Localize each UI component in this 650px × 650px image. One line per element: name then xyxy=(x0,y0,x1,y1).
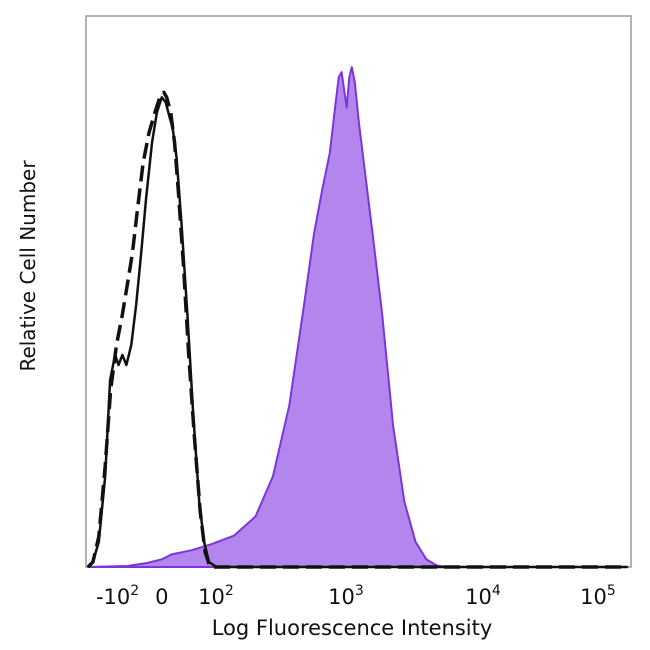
x-tick-base: 10 xyxy=(198,585,225,609)
control-histogram-dashed-line xyxy=(86,90,628,569)
x-tick-base: 10 xyxy=(580,585,607,609)
x-tick-exponent: 2 xyxy=(225,583,234,599)
x-tick-label: 0 xyxy=(155,585,168,609)
x-tick-base: 0 xyxy=(155,585,168,609)
x-tick-exponent: 2 xyxy=(130,583,139,599)
x-tick-label: 102 xyxy=(198,583,234,609)
svg-text:104: 104 xyxy=(465,583,501,609)
x-tick-label: 103 xyxy=(328,583,364,609)
x-tick-exponent: 4 xyxy=(492,583,501,599)
svg-text:0: 0 xyxy=(155,585,168,609)
x-tick-label: 104 xyxy=(465,583,501,609)
x-tick-base: 10 xyxy=(328,585,355,609)
x-tick-exponent: 5 xyxy=(607,583,616,599)
svg-text:102: 102 xyxy=(198,583,234,609)
svg-text:-102: -102 xyxy=(96,583,139,609)
x-tick-label: 105 xyxy=(580,583,616,609)
svg-text:103: 103 xyxy=(328,583,364,609)
x-axis-label: Log Fluorescence Intensity xyxy=(212,616,493,640)
x-tick-base: -10 xyxy=(96,585,130,609)
x-tick-exponent: 3 xyxy=(355,583,364,599)
x-tick-label: -102 xyxy=(96,583,139,609)
x-tick-base: 10 xyxy=(465,585,492,609)
y-axis-label: Relative Cell Number xyxy=(16,160,40,372)
svg-text:105: 105 xyxy=(580,583,616,609)
